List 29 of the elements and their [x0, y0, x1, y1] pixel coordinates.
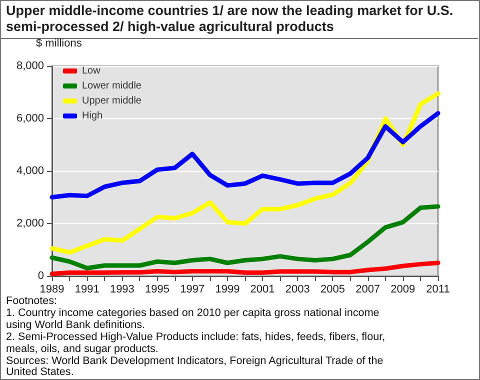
legend-label: High: [82, 110, 103, 122]
line-series: [50, 111, 440, 200]
legend-label: Lower middle: [82, 80, 142, 92]
y-tick-label: 8,000: [16, 60, 44, 72]
x-tick-label: 1999: [215, 284, 240, 296]
legend-label: Upper middle: [82, 96, 142, 106]
x-tick-label: 2003: [285, 284, 310, 296]
y-tick-label: 6,000: [16, 112, 44, 124]
x-tick-label: 1997: [180, 284, 205, 296]
x-tick-label: 1993: [110, 284, 134, 296]
x-tick-label: 1991: [74, 284, 100, 296]
text: Footnotes:: [6, 295, 58, 308]
x-tick-label: 1989: [40, 284, 64, 296]
x-tick-label: 2007: [356, 284, 380, 296]
x-tick-label: 2009: [390, 284, 416, 296]
y-tick-label: 2,000: [16, 218, 44, 230]
line-series: [50, 204, 440, 270]
text: 1. Country income categories based on 2010 per capita gross national income using World Bank definitions.: [6, 306, 380, 332]
chart-title: Upper middle-income countries 1/ are now the leading market for U.S. semi-processed 2/ high-value agricultural products: [0, 0, 478, 39]
y-tick-label: 4,000: [16, 165, 44, 177]
source-note: Sources: World Bank Development Indicators, Foreign Agricultural Trade of the United States.: [6, 354, 384, 380]
x-tick-label: 2005: [320, 284, 345, 296]
y-axis-title: $ millions: [36, 38, 82, 50]
x-tick-label: 2011: [426, 284, 450, 296]
x-tick-label: 1995: [145, 284, 170, 296]
text: 2. Semi-Processed High-Value Products include: fats, hides, feeds, fibers, flour, meals, oils, and sugar products.: [6, 330, 386, 356]
y-tick-label: 0: [38, 270, 44, 282]
legend-label: Low: [82, 66, 102, 76]
x-tick-label: 2001: [250, 284, 275, 296]
